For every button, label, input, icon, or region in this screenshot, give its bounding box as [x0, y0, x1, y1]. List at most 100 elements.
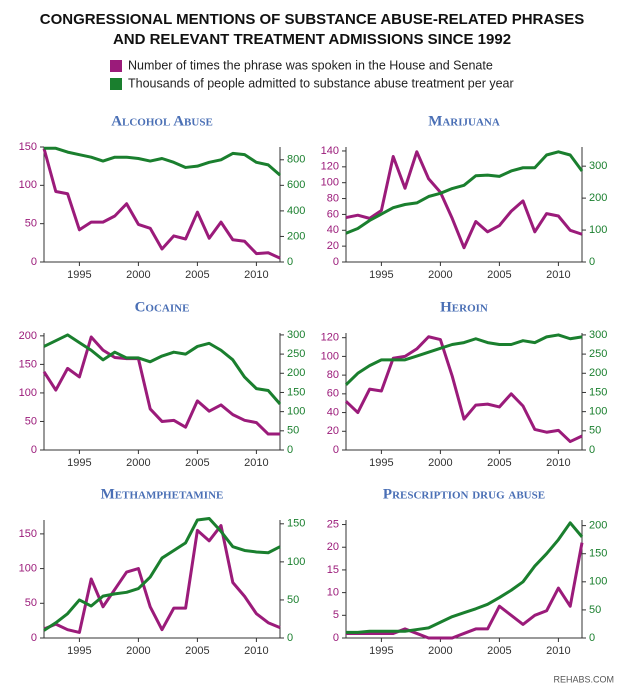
y-tick-label: 200: [19, 330, 37, 342]
x-tick-label: 2000: [126, 645, 150, 657]
y-tick-label: 40: [327, 224, 339, 236]
x-tick-label: 2010: [244, 269, 268, 281]
y2-tick-label: 0: [287, 256, 293, 268]
y-tick-label: 25: [327, 518, 339, 530]
series-line: [42, 335, 280, 436]
panel-title: Methamphetamine: [101, 486, 224, 502]
y-tick-label: 100: [19, 562, 37, 574]
y-tick-label: 20: [327, 240, 339, 252]
series-line: [346, 542, 584, 640]
figure-title: CONGRESSIONAL MENTIONS OF SUBSTANCE ABUS…: [40, 11, 584, 28]
y2-tick-label: 0: [589, 632, 595, 644]
x-tick-label: 2000: [126, 457, 150, 469]
source: REHABS.COM: [553, 674, 614, 684]
y2-tick-label: 50: [589, 604, 601, 616]
y2-tick-label: 150: [287, 386, 305, 398]
legend-label: Thousands of people admitted to substanc…: [128, 76, 514, 90]
y2-tick-label: 250: [287, 348, 305, 360]
x-tick-label: 2005: [487, 645, 511, 657]
y2-tick-label: 400: [287, 205, 305, 217]
y-tick-label: 100: [321, 177, 339, 189]
x-tick-label: 1995: [369, 457, 393, 469]
x-tick-label: 2010: [546, 645, 570, 657]
series-line: [344, 333, 583, 386]
y-tick-label: 0: [31, 256, 37, 268]
y2-tick-label: 200: [589, 192, 607, 204]
y2-tick-label: 100: [287, 406, 305, 418]
y-tick-label: 150: [19, 358, 37, 370]
y2-tick-label: 100: [589, 224, 607, 236]
y-tick-label: 20: [327, 425, 339, 437]
legend-label: Number of times the phrase was spoken in…: [128, 58, 493, 72]
y-tick-label: 15: [327, 564, 339, 576]
legend-swatch: [110, 60, 122, 72]
y2-tick-label: 200: [589, 367, 607, 379]
y2-tick-label: 50: [589, 425, 601, 437]
y2-tick-label: 100: [287, 556, 305, 568]
x-tick-label: 2005: [487, 269, 511, 281]
x-tick-label: 2005: [487, 457, 511, 469]
y2-tick-label: 200: [287, 230, 305, 242]
x-tick-label: 1995: [369, 645, 393, 657]
y2-tick-label: 200: [589, 520, 607, 532]
y2-tick-label: 0: [589, 256, 595, 268]
x-tick-label: 2000: [428, 645, 452, 657]
y2-tick-label: 50: [287, 594, 299, 606]
y2-tick-label: 0: [287, 632, 293, 644]
series-line: [43, 516, 281, 632]
legend-swatch: [110, 78, 122, 90]
y2-tick-label: 0: [287, 444, 293, 456]
panel-title: Marijuana: [428, 113, 500, 129]
series-line: [42, 148, 281, 260]
figure-title: AND RELEVANT TREATMENT ADMISSIONS SINCE …: [113, 31, 511, 48]
y-tick-label: 80: [327, 192, 339, 204]
y2-tick-label: 200: [287, 367, 305, 379]
y2-tick-label: 100: [589, 406, 607, 418]
y-tick-label: 0: [333, 256, 339, 268]
series-line: [43, 333, 282, 405]
y2-tick-label: 150: [589, 386, 607, 398]
panel-title: Cocaine: [135, 299, 190, 315]
y2-tick-label: 0: [589, 444, 595, 456]
y-tick-label: 0: [31, 632, 37, 644]
series-line: [344, 335, 583, 444]
x-tick-label: 2010: [244, 457, 268, 469]
x-tick-label: 1995: [67, 269, 91, 281]
y-tick-label: 0: [31, 444, 37, 456]
y-tick-label: 120: [321, 332, 339, 344]
y-tick-label: 40: [327, 406, 339, 418]
series-line: [345, 150, 584, 235]
series-line: [43, 524, 281, 634]
panel-title: Heroin: [440, 299, 488, 315]
y2-tick-label: 50: [287, 425, 299, 437]
y2-tick-label: 600: [287, 179, 305, 191]
y-tick-label: 60: [327, 388, 339, 400]
y-tick-label: 10: [327, 587, 339, 599]
series-line: [44, 146, 281, 177]
y-tick-label: 50: [25, 218, 37, 230]
x-tick-label: 2005: [185, 645, 209, 657]
y2-tick-label: 300: [589, 329, 607, 341]
y-tick-label: 60: [327, 208, 339, 220]
y-tick-label: 0: [333, 632, 339, 644]
y2-tick-label: 150: [589, 548, 607, 560]
series-line: [345, 150, 583, 250]
y2-tick-label: 100: [589, 576, 607, 588]
panel-title: Prescription drug abuse: [383, 486, 545, 502]
x-tick-label: 2000: [126, 269, 150, 281]
y2-tick-label: 150: [287, 518, 305, 530]
y-tick-label: 5: [333, 609, 339, 621]
y-tick-label: 100: [19, 179, 37, 191]
x-tick-label: 2005: [185, 269, 209, 281]
y-tick-label: 120: [321, 161, 339, 173]
y2-tick-label: 800: [287, 154, 305, 166]
x-tick-label: 2000: [428, 269, 452, 281]
x-tick-label: 2005: [185, 457, 209, 469]
x-tick-label: 1995: [369, 269, 393, 281]
x-tick-label: 1995: [67, 457, 91, 469]
y-tick-label: 0: [333, 444, 339, 456]
y-tick-label: 100: [321, 350, 339, 362]
y-tick-label: 50: [25, 415, 37, 427]
y2-tick-label: 250: [589, 348, 607, 360]
